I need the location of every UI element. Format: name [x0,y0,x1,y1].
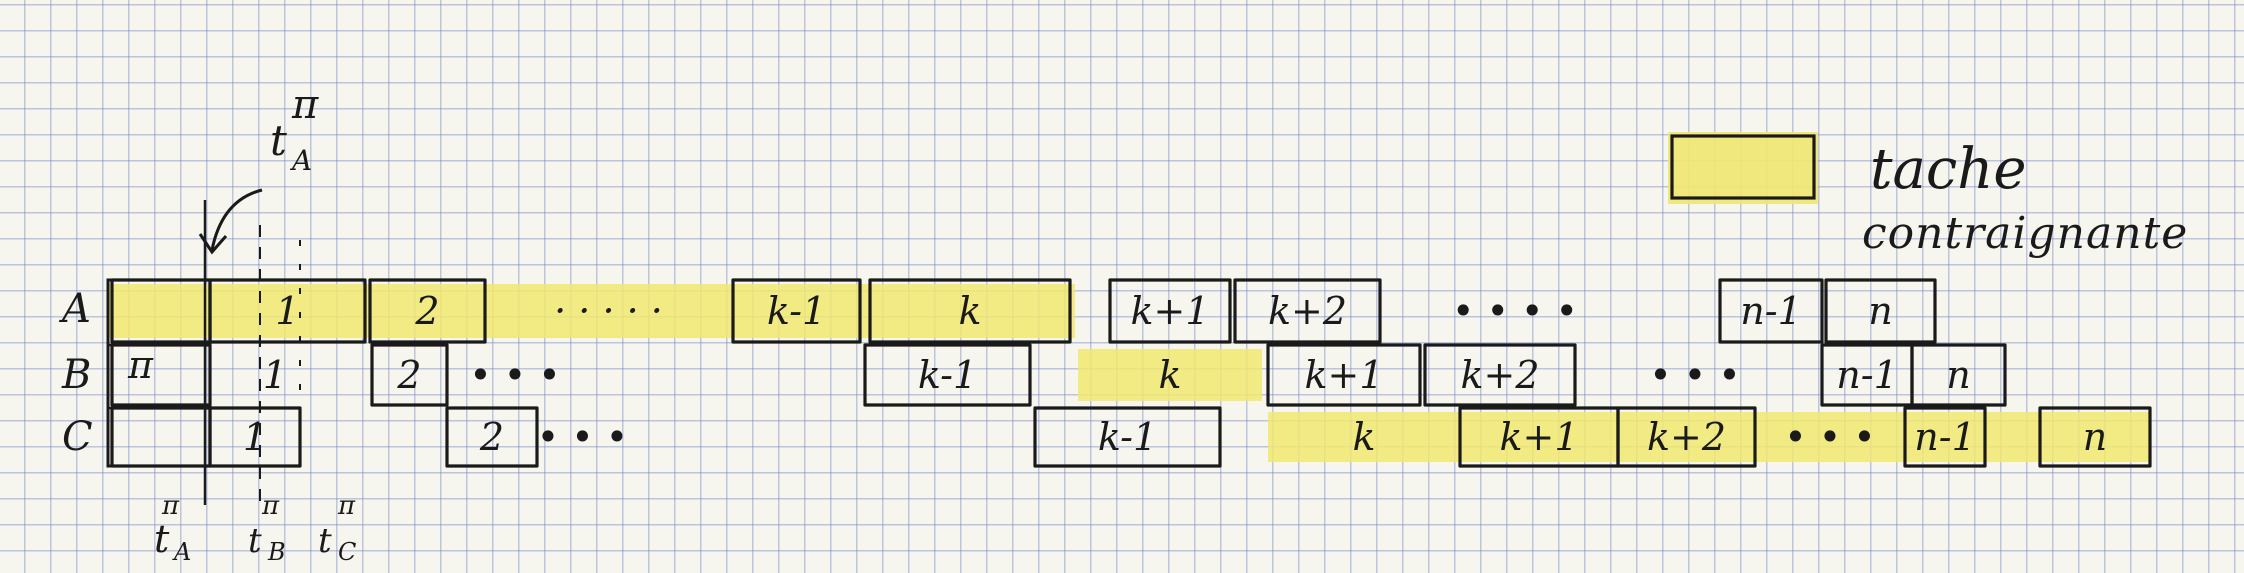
task-label-a-5: k [958,289,981,333]
task-label-b-9: n-1 [1836,353,1898,397]
top-time-sub: A [289,144,312,177]
task-label-a-4: k-1 [767,289,826,333]
task-label-b-8: • • • [1649,353,1740,397]
task-label-c-4: k-1 [1098,415,1157,459]
task-box-c-9 [1903,406,1987,468]
row-label-a: A [58,286,91,332]
bottom-time-b-base: t [248,521,262,561]
task-label-a-1: 1 [275,289,299,333]
task-label-a-9: n-1 [1740,289,1802,333]
task-box-a-2 [368,278,487,344]
task-box-b-7 [1423,343,1577,407]
task-box-c-0 [110,406,212,468]
task-box-c-10 [2038,406,2152,468]
task-label-b-5: k [1158,353,1181,397]
task-box-b-2 [370,343,449,407]
task-label-c-8: • • • [1784,415,1875,459]
label-layer: A B C π tache contraignante π t A π t A … [58,82,2188,566]
task-box-a-5 [868,278,1072,344]
task-label-b-3: • • • [469,353,560,397]
task-label-a-10: n [1868,289,1892,333]
legend-swatch [1670,134,1816,200]
task-label-a-6: k+1 [1130,289,1209,333]
task-label-c-7: k+2 [1647,415,1726,459]
task-box-b-4 [863,343,1032,407]
task-label-b-2: 2 [396,353,421,397]
bottom-time-a-sub: A [172,538,191,566]
row-label-b: B [61,352,91,398]
legend-swatch-fill [1668,132,1818,204]
bottom-time-a-sup: π [161,491,180,521]
bottom-time-b-sub: B [267,538,286,566]
top-time-arrowhead [198,233,228,255]
task-box-b-6 [1266,343,1422,407]
highlight-band-c [1268,412,2150,462]
task-box-c-2 [445,406,539,468]
start-frame [106,278,212,468]
task-label-a-3: · · · · · [554,289,663,333]
task-box-c-4 [1033,406,1222,468]
task-label-b-7: k+2 [1460,353,1539,397]
task-label-b-10: n [1946,353,1970,397]
task-box-b-10 [1910,343,2007,407]
bottom-time-c-sup: π [337,491,356,521]
task-label-c-10: n [2083,415,2107,459]
highlight-band-a [108,284,1075,338]
legend-label-line1: tache [1870,137,2026,202]
bottom-time-a-base: t [154,517,170,561]
task-label-layer: 1 2 · · · · · k-1 k k+1 k+2 • • • • n-1 n1 2 • • • k… [243,289,2107,459]
task-box-b-0 [110,343,212,407]
highlight-layer [108,132,2150,462]
task-label-a-7: k+2 [1268,289,1347,333]
bottom-time-c-sub: C [338,538,356,566]
top-time-base: t [270,116,287,165]
task-box-c-7 [1616,406,1757,468]
task-box-a-6 [1108,278,1232,344]
task-box-a-7 [1233,278,1382,344]
top-time-arrow [210,188,263,251]
task-box-a-10 [1824,278,1937,344]
task-box-layer [106,134,2152,468]
task-box-a-4 [731,278,862,344]
task-label-a-2: 2 [414,289,439,333]
task-label-b-1: 1 [263,353,287,397]
bottom-time-c-base: t [318,521,332,561]
task-label-a-8: • • • • [1452,289,1578,333]
bottom-time-b-sup: π [261,491,280,521]
task-label-c-2: 2 [479,415,504,459]
task-label-c-5: k [1352,415,1375,459]
task-label-c-9: n-1 [1914,415,1976,459]
task-label-c-3: • • • [537,415,628,459]
task-box-a-9 [1718,278,1824,344]
task-label-c-6: k+1 [1499,415,1578,459]
task-label-c-1: 1 [243,415,267,459]
row-label-c: C [62,414,93,460]
pi-symbol: π [127,343,154,387]
top-time-sup: π [291,82,319,128]
legend-label-line2: contraignante [1862,208,2188,259]
time-line-layer [198,188,301,505]
highlight-band-b [1078,349,1262,401]
task-label-b-4: k-1 [918,353,977,397]
task-label-b-6: k+1 [1304,353,1383,397]
